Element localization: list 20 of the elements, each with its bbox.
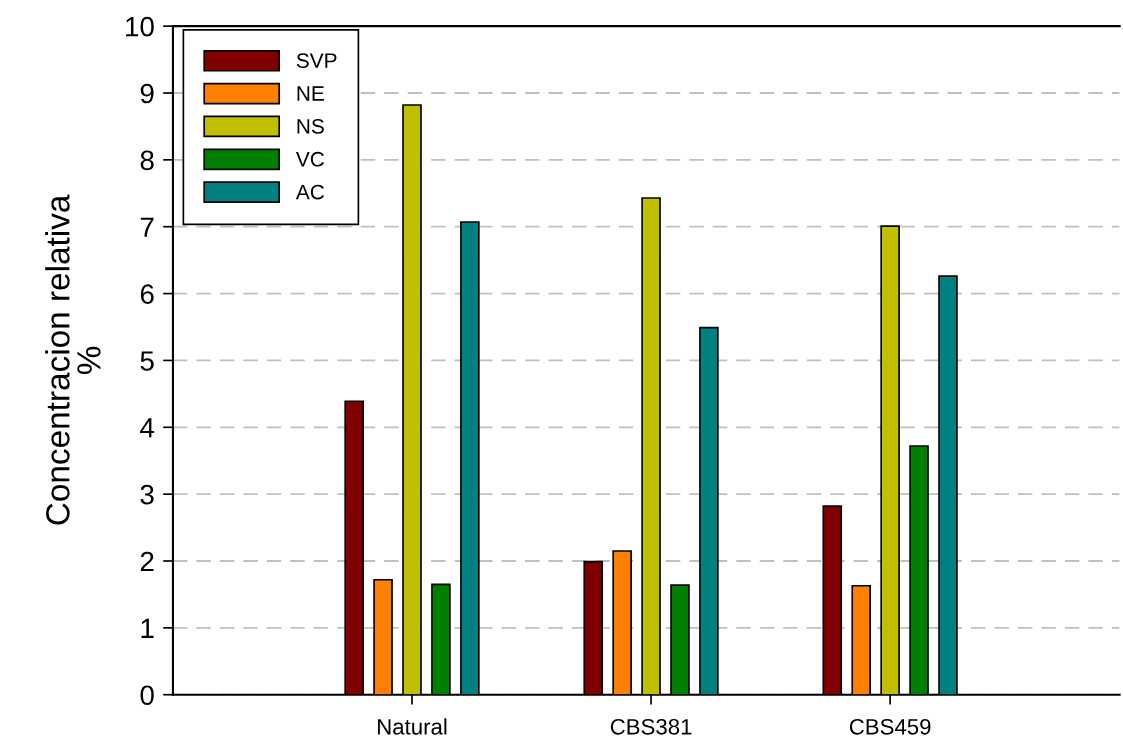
y-tick-label: 7 (140, 217, 154, 237)
y-tick-label: 8 (140, 150, 154, 171)
y-tick-label: 10 (126, 16, 154, 37)
legend-label: VC (295, 151, 325, 167)
y-tick-label: 6 (140, 284, 154, 304)
y-tick-label: 4 (140, 418, 155, 438)
y-tick-label: 2 (140, 551, 154, 572)
x-tick-label: CBS459 (849, 718, 931, 735)
y-tick-label: 5 (140, 351, 154, 371)
legend-label: AC (295, 184, 325, 200)
legend-label: SVP (296, 53, 337, 68)
y-tick-label: 1 (141, 618, 154, 638)
y-tick-label: 0 (140, 685, 154, 706)
legend-label: NS (297, 118, 324, 134)
x-tick-label: CBS381 (610, 718, 692, 735)
legend-label: NE (297, 86, 324, 101)
y-tick-label: 3 (140, 484, 154, 505)
x-tick-label: Natural (378, 718, 447, 735)
y-tick-label: 9 (140, 83, 154, 104)
y-axis-title: Concentracion relativa % (45, 194, 101, 525)
